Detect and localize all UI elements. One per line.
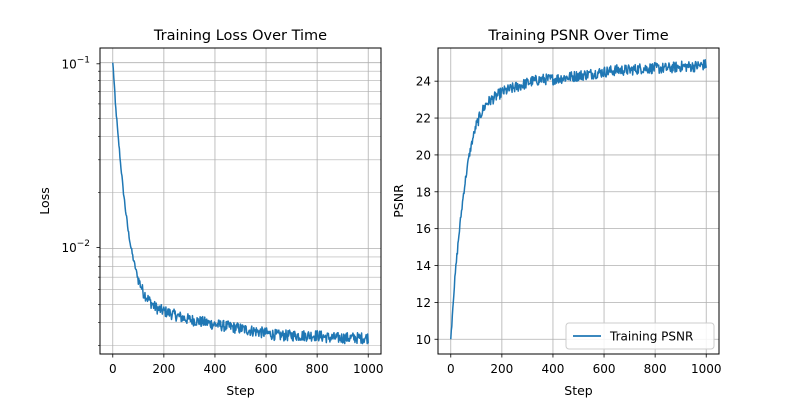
psnr-legend: Training PSNR	[565, 322, 715, 350]
psnr-chart: Training PSNR Over Time 0 200 400 600 800 100…	[391, 28, 722, 398]
x-tick-label: 1000	[691, 362, 722, 376]
x-tick-label: 400	[542, 362, 565, 376]
y-tick-label: 24	[416, 75, 431, 89]
legend-label: Training PSNR	[609, 330, 693, 344]
psnr-y-axis: 10 12 14 16 18 20 22 24	[416, 75, 438, 347]
x-tick-label: 800	[306, 362, 329, 376]
psnr-x-axis: 0 200 400 600 800 1000	[447, 354, 722, 376]
loss-plot-area	[112, 62, 369, 345]
loss-y-axis-label: Loss	[37, 187, 52, 214]
legend-box	[565, 322, 715, 350]
loss-y-tick-base: 10	[61, 57, 76, 71]
x-tick-label: 600	[255, 362, 278, 376]
loss-x-axis: 0 200 400 600 800 1000	[109, 354, 384, 376]
loss-y-tick-exp: −2	[77, 239, 90, 249]
y-tick-label: 18	[416, 185, 431, 199]
loss-y-tick-1: 10−2	[61, 239, 100, 255]
x-tick-label: 200	[152, 362, 175, 376]
y-tick-label: 10	[416, 333, 431, 347]
psnr-axes-frame	[437, 47, 720, 355]
loss-y-tick-0: 10−1	[61, 55, 100, 71]
x-tick-label: 0	[447, 362, 455, 376]
loss-grid	[100, 48, 381, 354]
loss-chart-title: Training Loss Over Time	[153, 28, 327, 44]
psnr-y-axis-label: PSNR	[391, 184, 406, 218]
psnr-chart-title: Training PSNR Over Time	[487, 28, 668, 44]
loss-y-tick-base: 10	[61, 241, 76, 255]
x-tick-label: 1000	[353, 362, 384, 376]
loss-y-axis: 10−1 10−2	[61, 55, 100, 346]
x-tick-label: 800	[644, 362, 667, 376]
x-tick-label: 400	[204, 362, 227, 376]
y-tick-label: 12	[416, 296, 431, 310]
y-tick-label: 16	[416, 222, 431, 236]
psnr-x-axis-label: Step	[564, 383, 593, 398]
series-line	[112, 62, 369, 345]
y-tick-label: 20	[416, 148, 431, 162]
loss-x-axis-label: Step	[226, 383, 255, 398]
x-tick-label: 200	[490, 362, 513, 376]
y-tick-label: 14	[416, 259, 431, 273]
psnr-plot-area	[450, 59, 707, 340]
x-tick-label: 0	[109, 362, 117, 376]
svg-text:10−2: 10−2	[61, 239, 90, 255]
loss-axes-frame	[99, 47, 382, 355]
loss-chart: Training Loss Over Time 0 200 400 600 800 100…	[37, 28, 384, 398]
y-tick-label: 22	[416, 112, 431, 126]
loss-y-tick-exp: −1	[77, 55, 90, 65]
series-line	[450, 59, 707, 340]
x-tick-label: 600	[593, 362, 616, 376]
svg-text:10−1: 10−1	[61, 55, 90, 71]
